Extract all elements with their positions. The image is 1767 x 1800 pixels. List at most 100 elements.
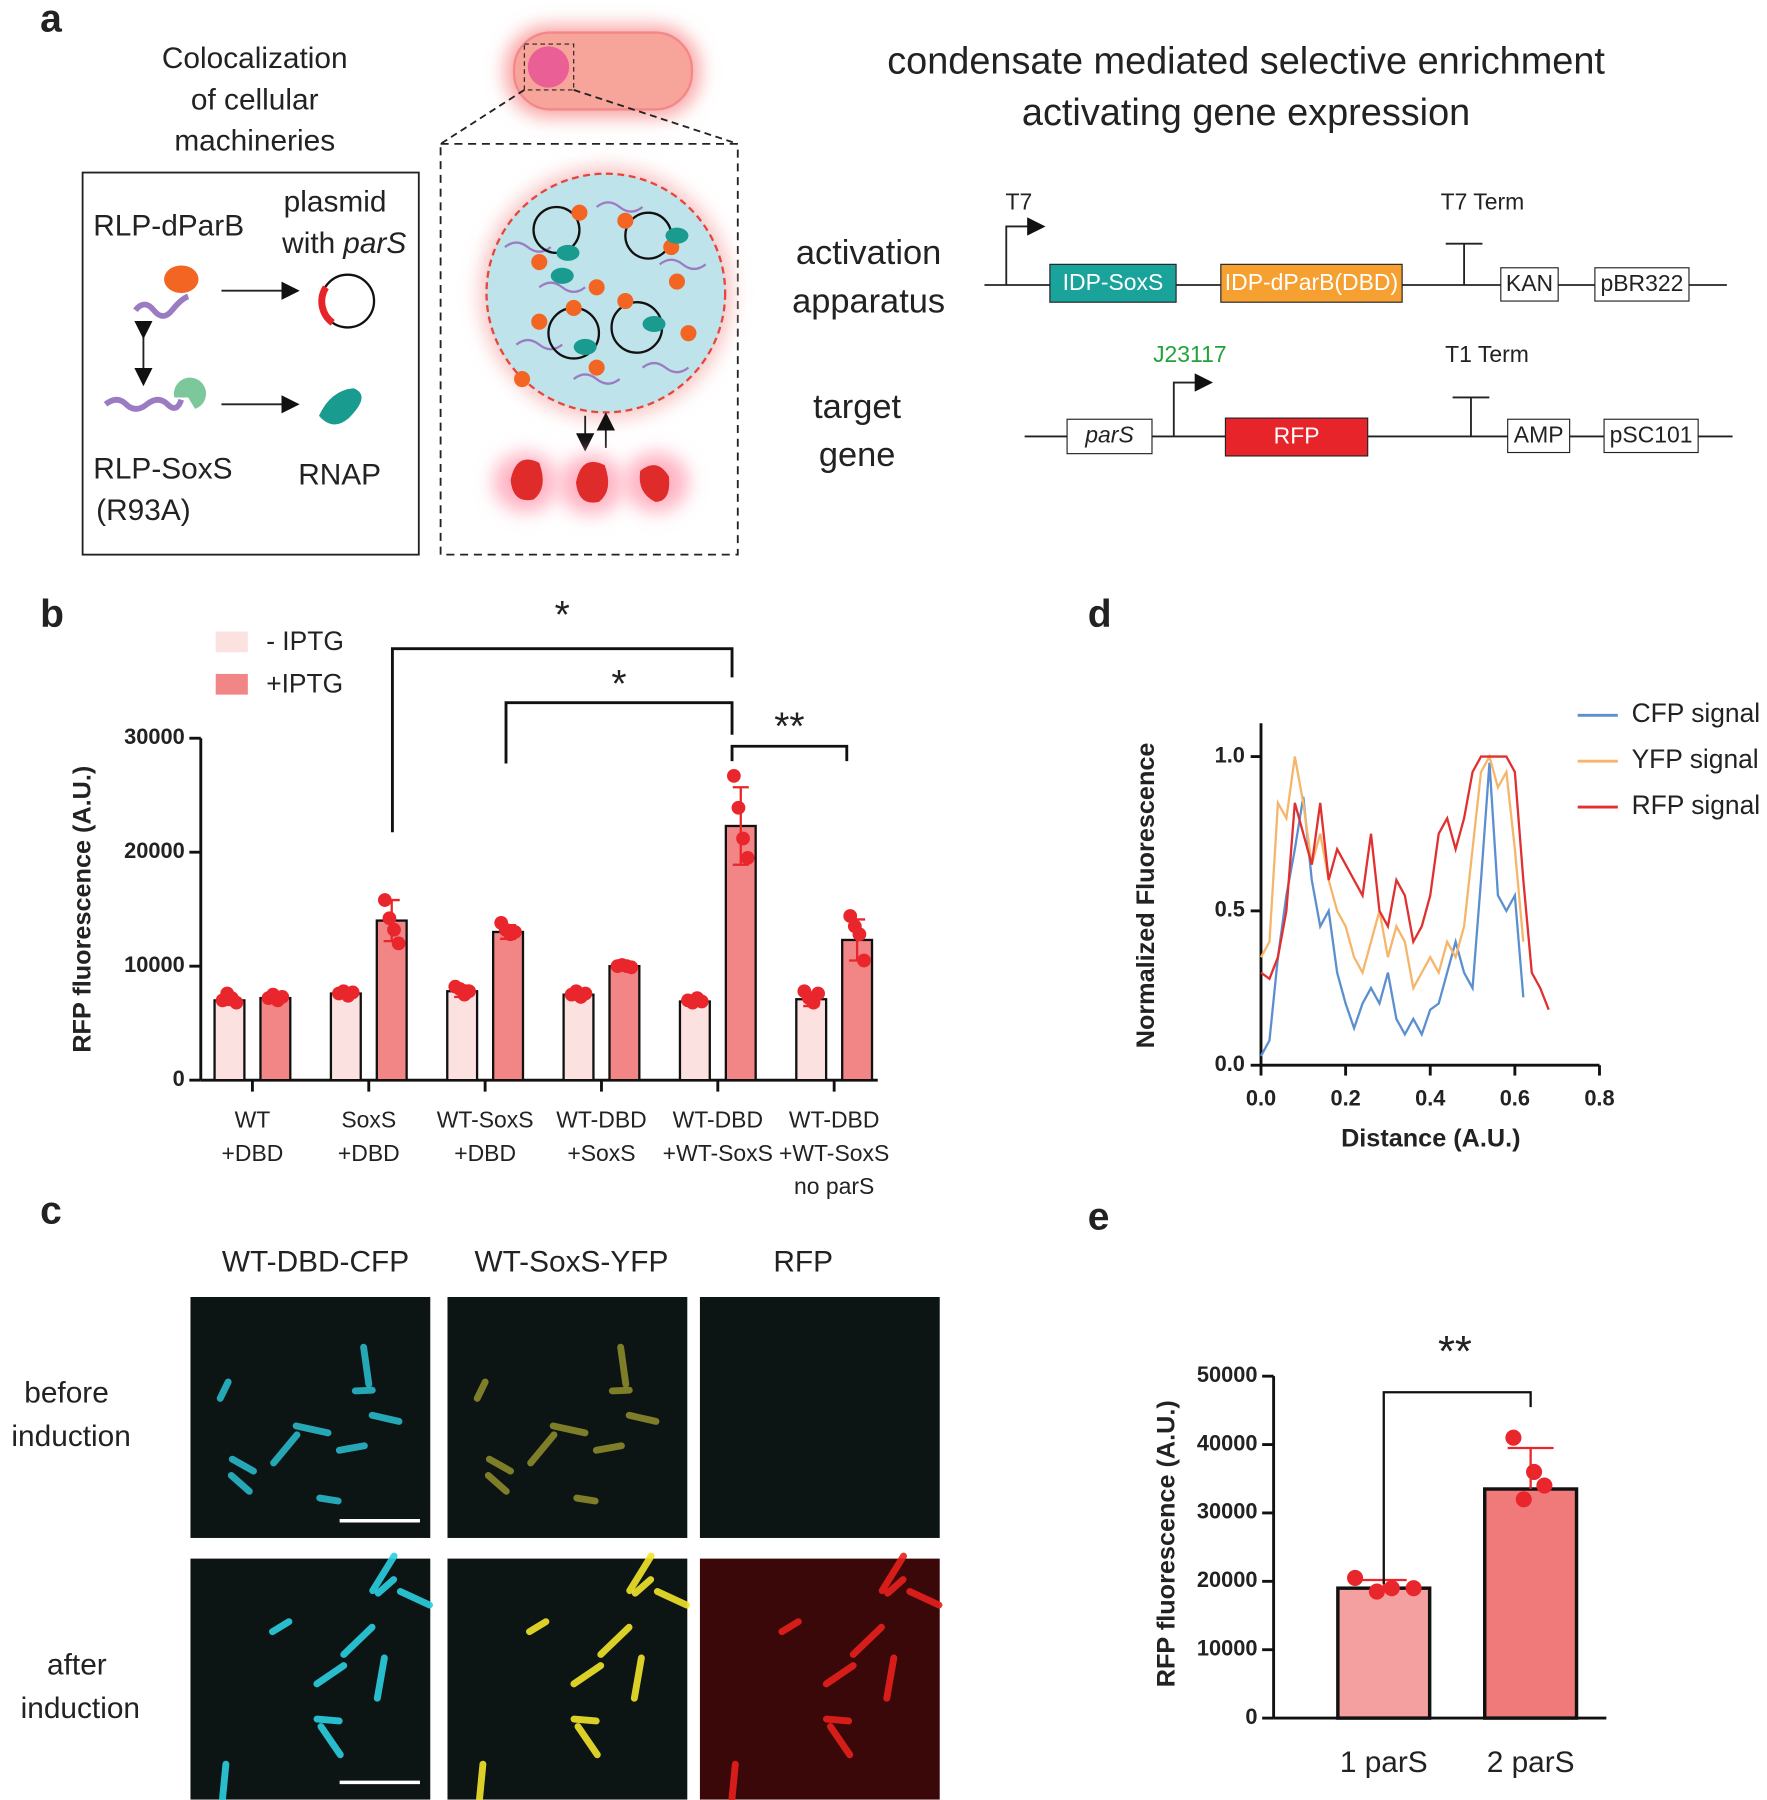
legend-swatch [215, 673, 248, 695]
label: (R93A) [96, 494, 190, 527]
cell [573, 1494, 599, 1505]
micrograph [699, 1558, 940, 1800]
x-tick-label: +DBD [454, 1140, 516, 1166]
bar [1336, 1586, 1432, 1720]
bar [608, 965, 641, 1082]
data-point [1405, 1580, 1422, 1597]
x-tick-label: +DBD [338, 1140, 400, 1166]
bar [1483, 1487, 1579, 1720]
gene [1603, 418, 1699, 454]
y-tick-label: 40000 [1197, 1430, 1258, 1455]
panel-label: e [1088, 1195, 1110, 1238]
data-point [387, 922, 401, 937]
x-tick-label: +WT-SoxS [779, 1140, 889, 1166]
data-point [740, 851, 755, 865]
legend-swatch [215, 631, 248, 653]
label: RLP-SoxS [93, 453, 232, 486]
title: activating gene expression [1022, 92, 1470, 134]
data-point [726, 768, 741, 783]
row-label: before [24, 1376, 109, 1409]
y-tick-label: 0.5 [1215, 897, 1245, 922]
y-tick-label: 0 [1245, 1704, 1257, 1729]
heading: of cellular [191, 83, 319, 116]
x-tick-label: 0.4 [1415, 1085, 1445, 1110]
cell [597, 1623, 633, 1658]
data-point [377, 893, 392, 907]
zoom-box [523, 43, 575, 91]
x-tick-label: WT-DBD [673, 1107, 763, 1133]
cell [484, 1471, 510, 1495]
significance-bracket [504, 701, 734, 764]
label: activation [796, 234, 941, 272]
panel-label: d [1088, 593, 1112, 636]
y-axis-label: RFP fluorescence (A.U.) [68, 766, 96, 1053]
data-point [1505, 1429, 1522, 1446]
y-tick-label: 0.0 [1215, 1051, 1245, 1076]
label: J23117 [1153, 341, 1227, 367]
bar [795, 998, 828, 1082]
bar [329, 992, 362, 1082]
cell [883, 1654, 898, 1702]
label: T7 [1006, 189, 1033, 215]
data-point [1515, 1491, 1532, 1508]
label: target [813, 388, 901, 426]
heading: Colocalization [162, 42, 348, 75]
gene [1500, 267, 1559, 302]
significance-label: ** [1438, 1328, 1472, 1376]
cell [369, 1552, 398, 1595]
cell [219, 1760, 230, 1800]
legend-label: - IPTG [266, 626, 344, 656]
x-tick-label: +WT-SoxS [663, 1140, 773, 1166]
gene [1507, 418, 1571, 454]
significance-bracket [1382, 1391, 1532, 1584]
cell [228, 1455, 257, 1475]
cell [549, 1422, 589, 1437]
chart-b: 0 10000 20000 30000 RFP fluorescence (A.U.) W… [68, 594, 889, 1199]
data-point [1526, 1463, 1543, 1480]
y-tick-label: 10000 [1197, 1635, 1258, 1660]
condensate-content [550, 227, 689, 355]
cell [778, 1618, 802, 1636]
cell [473, 1378, 489, 1402]
cell [728, 1760, 739, 1800]
cell [878, 1552, 907, 1595]
significance-bracket [390, 647, 734, 833]
label: pSC101 [1610, 422, 1693, 448]
label: with parS [281, 227, 406, 260]
row-label: induction [11, 1420, 130, 1453]
legend-label: +IPTG [266, 668, 343, 698]
data-point [391, 936, 406, 951]
significance-bracket [730, 744, 849, 762]
cell [374, 1576, 398, 1597]
cell [631, 1576, 655, 1597]
cell [526, 1618, 550, 1636]
bar [446, 990, 479, 1082]
terminator [1445, 242, 1483, 285]
label: plasmid [284, 185, 387, 218]
x-tick-label: WT-DBD [556, 1107, 646, 1133]
bar [724, 824, 757, 1082]
cell [360, 1343, 373, 1388]
micrographs [190, 1297, 943, 1800]
cell [317, 1723, 344, 1759]
y-tick-label: 20000 [124, 838, 185, 863]
column-label: RFP [773, 1246, 833, 1279]
data-point [857, 953, 871, 968]
bar [492, 930, 525, 1082]
data-point [275, 990, 290, 1004]
cell [884, 1576, 907, 1597]
legend-label: CFP signal [1632, 698, 1761, 728]
cell [626, 1552, 655, 1595]
significance-label: * [555, 594, 570, 637]
cell [822, 1662, 857, 1688]
title: condensate mediated selective enrichment [887, 41, 1605, 83]
cell [592, 1442, 625, 1454]
cell [476, 1760, 487, 1800]
x-tick-label: 0.6 [1500, 1085, 1530, 1110]
data-point [578, 986, 593, 1001]
zoom-line [440, 89, 525, 145]
x-tick-label: no parS [794, 1173, 874, 1199]
x-tick-label: +SoxS [567, 1140, 635, 1166]
label: KAN [1506, 270, 1553, 296]
